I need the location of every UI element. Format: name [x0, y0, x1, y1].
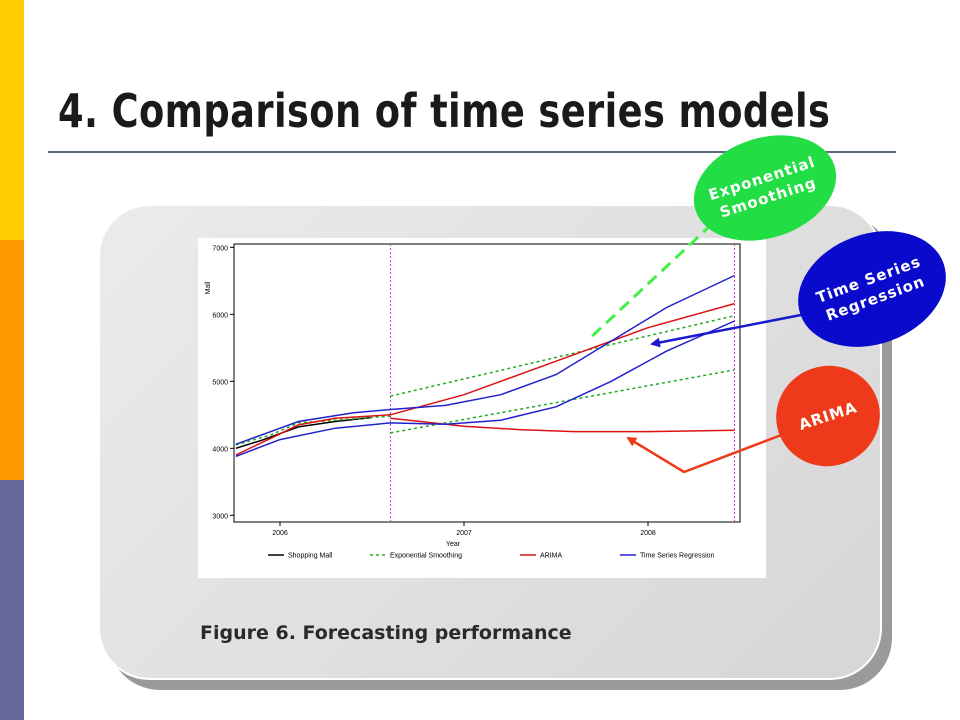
plot-frame: [233, 243, 741, 523]
y-tick-label: 6000: [212, 312, 228, 319]
x-axis-label: Year: [446, 541, 461, 548]
series-line-shopping-mall: [235, 416, 373, 450]
y-tick-label: 7000: [212, 245, 228, 252]
forecast-chart: 3000 4000 5000 6000 7000 2006 2007 2008 Mall Year…: [198, 238, 766, 578]
legend-label: ARIMA: [540, 553, 563, 560]
y-tick-label: 4000: [212, 446, 228, 453]
series-line-arima: [235, 302, 735, 456]
sidebar-color-bar: [0, 0, 24, 720]
sidebar-band-purple: [0, 480, 24, 720]
series-line-time-series-regression: [235, 320, 735, 458]
x-tick-label: 2006: [272, 530, 288, 537]
legend-label: Exponential Smoothing: [390, 553, 462, 560]
legend-label: Time Series Regression: [640, 553, 715, 560]
x-tick-label: 2007: [456, 530, 472, 537]
series-line-arima: [390, 417, 735, 433]
x-tick-label: 2008: [640, 530, 656, 537]
y-axis-label: Mall: [205, 281, 212, 294]
arima-callout-label: ARIMA: [796, 398, 860, 434]
series-line-exponential-smoothing: [390, 369, 735, 434]
chart-svg: 3000 4000 5000 6000 7000 2006 2007 2008 Mall Year…: [205, 243, 741, 560]
y-tick-label: 3000: [212, 513, 228, 520]
sidebar-band-orange: [0, 240, 24, 480]
sidebar-band-yellow: [0, 0, 24, 240]
title-divider: [48, 151, 896, 153]
series-line-time-series-regression: [235, 274, 735, 446]
series-line-exponential-smoothing: [235, 415, 391, 446]
legend-label: Shopping Mall: [288, 553, 333, 560]
series-line-exponential-smoothing: [390, 314, 735, 397]
slide-title: 4. Comparison of time series models: [58, 84, 831, 138]
y-tick-label: 5000: [212, 379, 228, 386]
figure-caption: Figure 6. Forecasting performance: [200, 622, 572, 644]
